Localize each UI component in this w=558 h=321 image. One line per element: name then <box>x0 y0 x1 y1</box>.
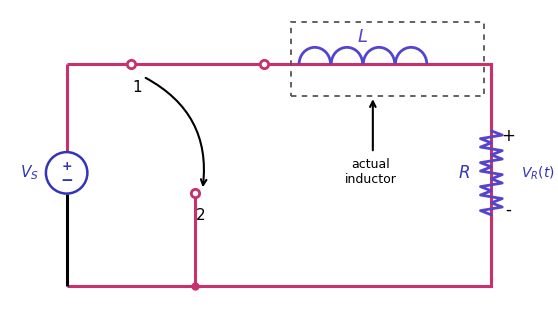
Text: L: L <box>358 28 368 46</box>
Text: actual
inductor: actual inductor <box>344 158 396 186</box>
Text: 2: 2 <box>196 208 206 223</box>
Bar <box>291 22 484 96</box>
Text: 1: 1 <box>132 80 142 95</box>
Text: $V_S$: $V_S$ <box>20 163 39 182</box>
Text: −: − <box>60 173 73 188</box>
Text: R: R <box>459 164 470 182</box>
Text: +: + <box>61 160 72 173</box>
Text: +: + <box>502 127 516 145</box>
Text: -: - <box>506 201 512 219</box>
Text: $V_R(t)$: $V_R(t)$ <box>521 164 555 182</box>
